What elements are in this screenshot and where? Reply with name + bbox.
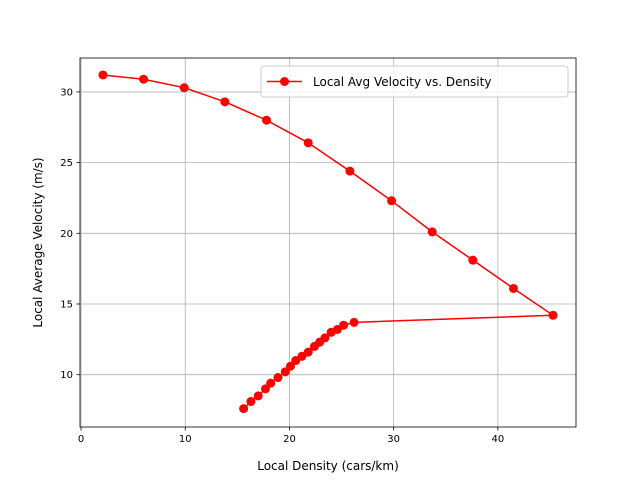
legend-label: Local Avg Velocity vs. Density <box>313 75 491 89</box>
data-point <box>280 367 290 377</box>
legend-box <box>260 65 569 98</box>
data-point <box>179 83 189 93</box>
series-layer <box>98 70 558 414</box>
data-point <box>326 327 336 337</box>
x-axis-label: Local Density (cars/km) <box>257 459 399 473</box>
x-tick-label: 10 <box>179 434 192 445</box>
x-tick-label: 30 <box>387 434 400 445</box>
legend-marker <box>280 77 289 86</box>
x-tick-label: 20 <box>283 434 296 445</box>
data-point <box>303 138 313 148</box>
data-point <box>260 384 270 394</box>
data-point <box>309 341 319 351</box>
data-point <box>387 196 397 206</box>
y-tick-label: 30 <box>60 87 73 98</box>
data-point <box>349 317 359 327</box>
plot-frame <box>79 57 577 428</box>
data-point <box>98 70 108 80</box>
data-point <box>548 310 558 320</box>
data-point <box>508 283 518 293</box>
ticks: 0 10 20 30 40 10 15 20 25 30 <box>60 87 504 445</box>
y-tick-label: 25 <box>60 158 73 169</box>
data-point <box>291 356 301 366</box>
data-point <box>285 361 295 371</box>
y-tick-label: 20 <box>60 229 73 240</box>
plot-area <box>80 58 576 427</box>
y-axis-label: Local Average Velocity (m/s) <box>31 157 45 327</box>
data-point <box>345 166 355 176</box>
data-point <box>239 404 249 414</box>
legend: Local Avg Velocity vs. Density <box>260 65 569 98</box>
data-point <box>220 97 230 107</box>
y-tick-label: 15 <box>60 300 73 311</box>
data-point <box>262 115 272 125</box>
y-tick-label: 10 <box>60 370 73 381</box>
x-tick-label: 0 <box>78 434 84 445</box>
data-point <box>246 397 256 407</box>
data-point <box>273 373 283 383</box>
data-point <box>266 378 276 388</box>
data-point <box>139 74 149 84</box>
data-point <box>468 255 478 265</box>
x-tick-label: 40 <box>491 434 504 445</box>
data-point <box>427 227 437 237</box>
data-point <box>253 391 263 401</box>
